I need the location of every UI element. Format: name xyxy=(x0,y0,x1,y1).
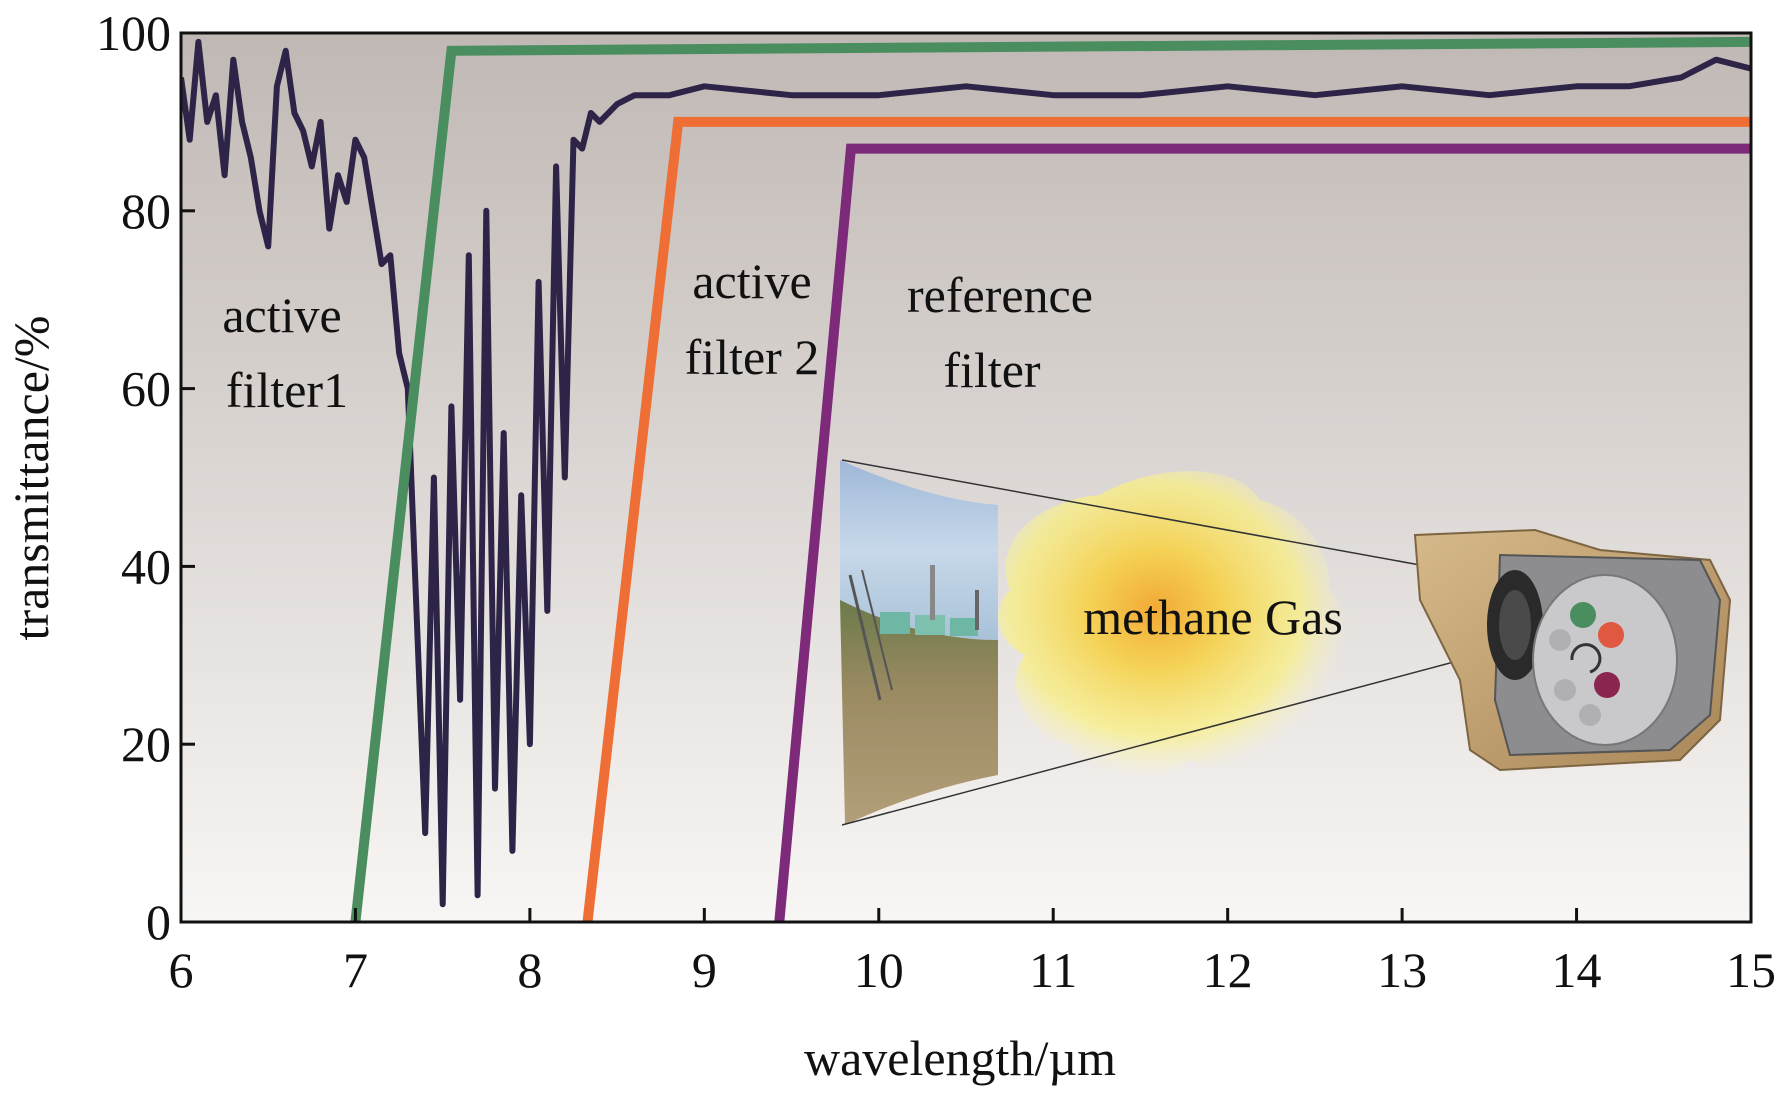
annotation-reference-filter-line1: reference xyxy=(907,267,1093,323)
plot-background xyxy=(181,33,1751,922)
y-tick-label: 80 xyxy=(121,183,171,239)
sight-lines xyxy=(841,459,1481,826)
y-tick-label: 0 xyxy=(146,894,171,950)
series-layer xyxy=(181,36,1751,922)
x-tick-label: 7 xyxy=(343,942,368,998)
annotation-methane-gas: methane Gas xyxy=(1083,589,1343,645)
rotation-arrow-icon xyxy=(1570,643,1602,674)
x-tick-label: 6 xyxy=(169,942,194,998)
site-photo-ground xyxy=(840,600,998,825)
filter-orange-dot xyxy=(1598,622,1624,648)
x-tick-label: 12 xyxy=(1203,942,1253,998)
gas-detector-camera xyxy=(1413,528,1732,772)
series-active-filter-2 xyxy=(582,116,1751,922)
y-tick-label: 100 xyxy=(96,5,171,61)
filter-wheel xyxy=(1532,574,1678,746)
x-tick-label: 11 xyxy=(1029,942,1077,998)
y-tick-label: 20 xyxy=(121,716,171,772)
ticks-layer: 6 7 8 9 10 11 12 13 14 15 0 20 40 60 80 100 xyxy=(96,5,1776,998)
x-tick-label: 14 xyxy=(1552,942,1602,998)
annotation-active-filter-2: active filter 2 xyxy=(685,253,820,385)
x-tick-label: 15 xyxy=(1726,942,1776,998)
series-active-filter-1 xyxy=(350,36,1751,922)
x-tick-label: 9 xyxy=(692,942,717,998)
series-reference-filter xyxy=(774,143,1751,922)
x-tick-label: 13 xyxy=(1377,942,1427,998)
gas-detection-illustration xyxy=(840,459,1732,826)
axes-frame xyxy=(179,31,1753,924)
site-photo-sky xyxy=(840,460,998,640)
site-photo-tanks xyxy=(848,565,979,701)
x-tick-label: 10 xyxy=(854,942,904,998)
y-axis-title: transmittance/% xyxy=(3,316,59,641)
series-methane-spectrum xyxy=(181,38,1751,908)
annotation-active-filter-2-line1: active xyxy=(692,253,811,309)
gas-cloud-shape xyxy=(998,471,1349,778)
site-photo xyxy=(840,460,998,825)
gas-cloud xyxy=(998,471,1349,778)
annotation-reference-filter-line2: filter xyxy=(943,342,1041,398)
annotation-active-filter-1-line2: filter1 xyxy=(226,362,348,418)
y-tick-label: 60 xyxy=(121,361,171,417)
x-tick-label: 8 xyxy=(517,942,542,998)
annotation-active-filter-1: active filter1 xyxy=(222,287,348,418)
filter-purple-dot xyxy=(1594,672,1620,698)
annotation-active-filter-2-line2: filter 2 xyxy=(685,329,820,385)
x-axis-title: wavelength/µm xyxy=(804,1030,1116,1086)
annotation-active-filter-1-line1: active xyxy=(222,287,341,343)
filter-green-dot xyxy=(1570,602,1596,628)
y-tick-label: 40 xyxy=(121,538,171,594)
annotation-reference-filter: reference filter xyxy=(907,267,1093,398)
